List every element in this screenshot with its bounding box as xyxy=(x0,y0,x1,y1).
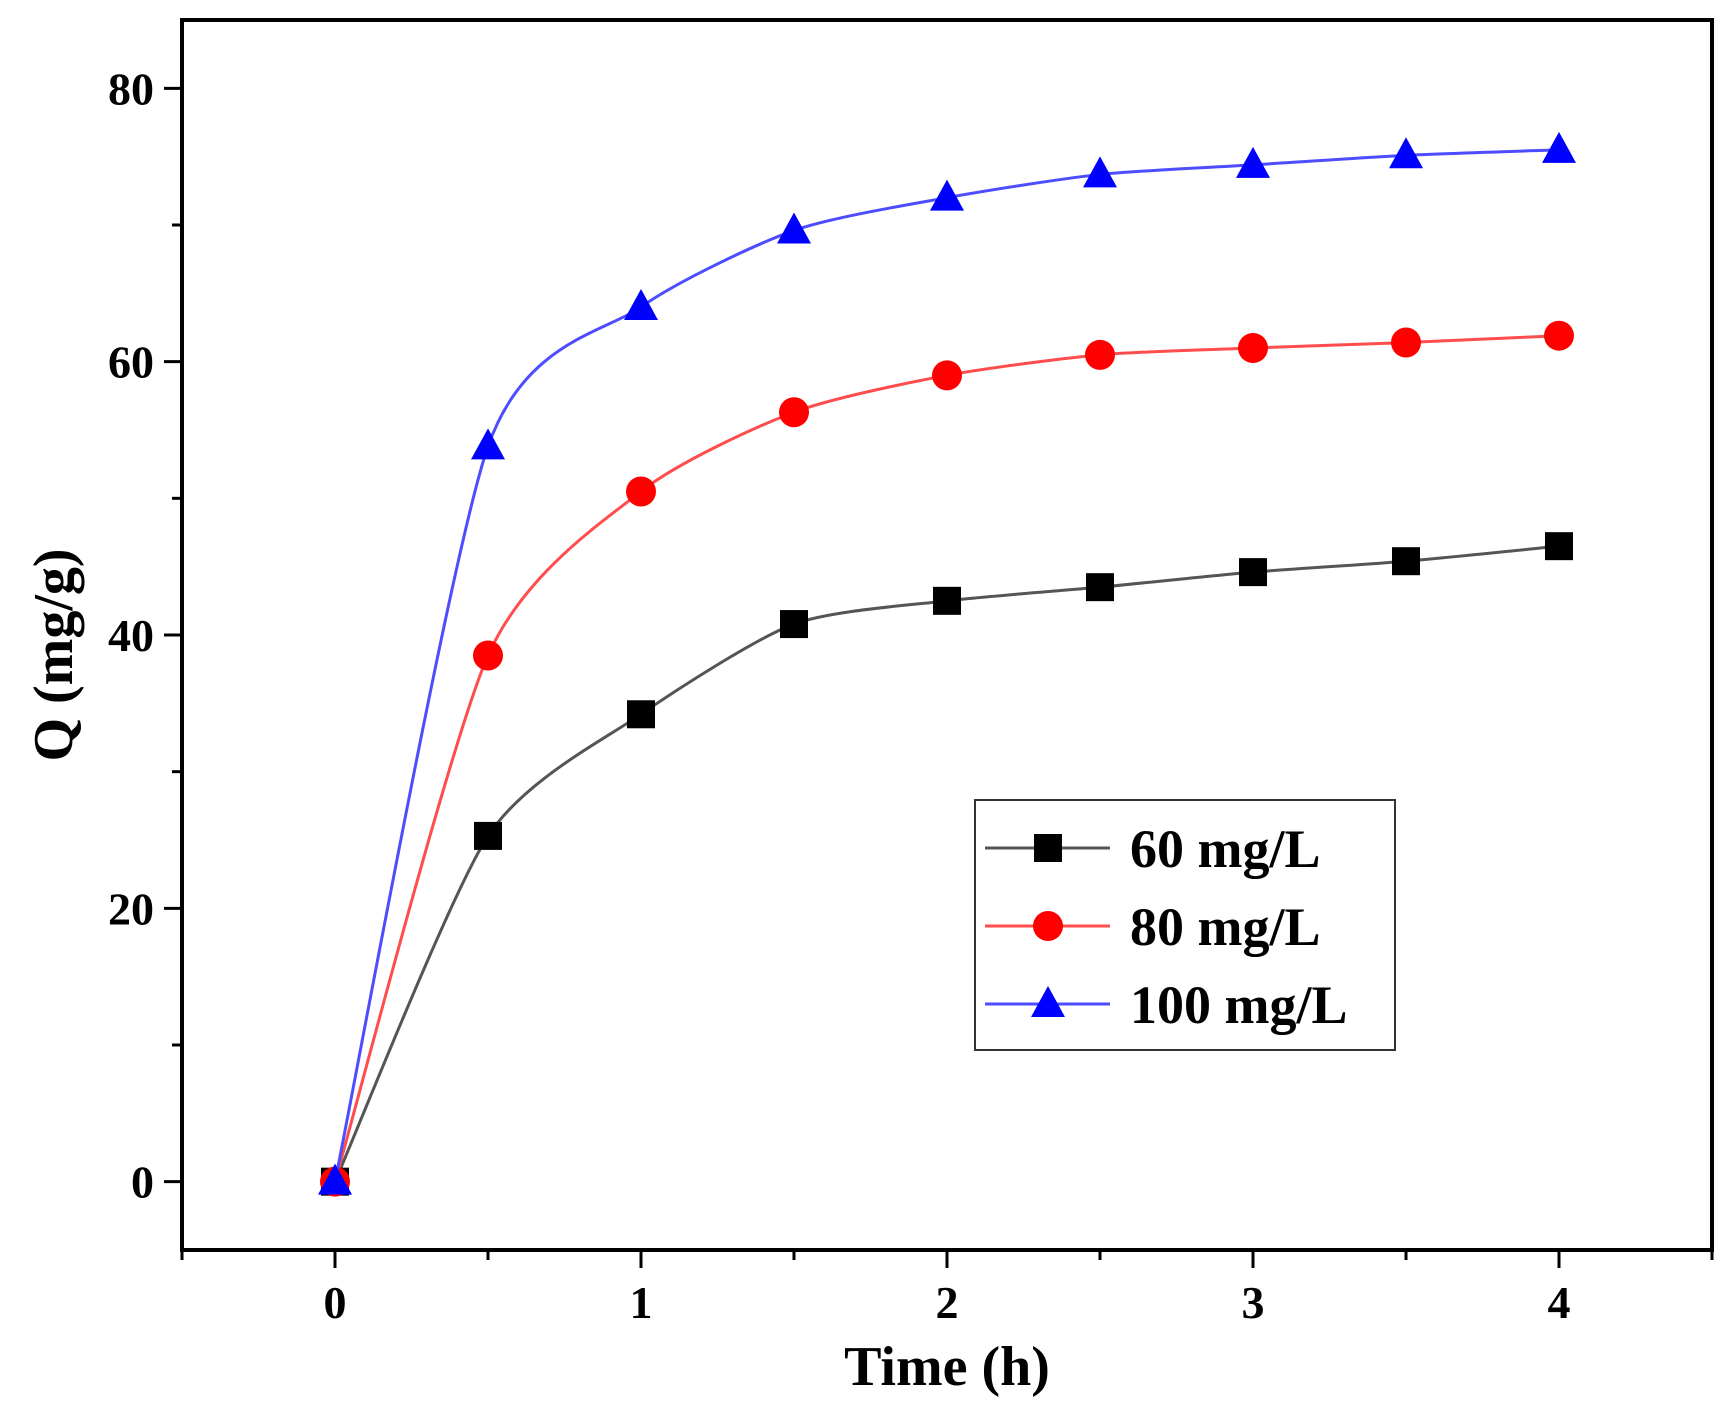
data-point xyxy=(626,476,656,507)
legend-marker xyxy=(1031,986,1065,1017)
data-point xyxy=(780,610,808,639)
series-line xyxy=(333,334,1560,1183)
data-point xyxy=(1542,131,1576,163)
series-layer xyxy=(318,131,1576,1197)
y-tick-label: 40 xyxy=(108,610,154,661)
data-point xyxy=(930,179,964,211)
data-point xyxy=(1391,327,1421,358)
series-line xyxy=(333,148,1560,1182)
x-axis-title: Time (h) xyxy=(844,1336,1050,1398)
x-tick-label: 2 xyxy=(936,1277,959,1328)
legend-marker xyxy=(1033,911,1063,941)
x-tick-label: 1 xyxy=(630,1277,653,1328)
y-tick-label: 20 xyxy=(108,883,154,934)
x-tick-label: 0 xyxy=(324,1277,347,1328)
y-tick-label: 60 xyxy=(108,337,154,388)
data-point xyxy=(473,640,503,671)
y-axis-ticks: 0 20 40 60 80 xyxy=(108,63,182,1208)
data-point xyxy=(1392,547,1420,576)
x-axis-ticks: 0 1 2 3 4 xyxy=(180,1250,1714,1328)
legend-label: 60 mg/L xyxy=(1130,819,1321,879)
data-point xyxy=(471,428,505,460)
data-point xyxy=(932,360,962,391)
data-point xyxy=(627,700,655,729)
y-tick-label: 80 xyxy=(108,63,154,114)
data-point xyxy=(1236,146,1270,178)
data-point xyxy=(474,821,502,850)
data-point xyxy=(1086,573,1114,602)
data-point xyxy=(777,212,811,244)
series-100-mg-l xyxy=(318,131,1576,1195)
legend-label: 80 mg/L xyxy=(1130,897,1321,957)
x-tick-label: 4 xyxy=(1548,1277,1571,1328)
legend-marker xyxy=(1034,834,1062,862)
legend-item: 100 mg/L xyxy=(985,975,1348,1035)
data-point xyxy=(1545,532,1573,561)
data-point xyxy=(1544,320,1574,351)
series-80-mg-l xyxy=(320,320,1574,1197)
legend-item: 80 mg/L xyxy=(985,897,1321,957)
legend: 60 mg/L 80 mg/L 100 mg/L xyxy=(974,799,1396,1051)
legend-label: 100 mg/L xyxy=(1130,975,1348,1035)
data-point xyxy=(318,1163,352,1195)
data-point xyxy=(1238,333,1268,363)
data-point xyxy=(1083,156,1117,188)
data-point xyxy=(779,397,809,428)
x-tick-label: 3 xyxy=(1242,1277,1265,1328)
legend-item: 60 mg/L xyxy=(985,819,1321,879)
y-axis-title: Q (mg/g) xyxy=(23,548,85,761)
data-point xyxy=(624,289,658,320)
data-point xyxy=(1239,558,1267,587)
y-tick-label: 0 xyxy=(131,1157,154,1208)
data-point xyxy=(1085,339,1115,370)
data-point xyxy=(1389,137,1423,169)
legend-items: 60 mg/L 80 mg/L 100 mg/L xyxy=(985,819,1348,1035)
data-point xyxy=(933,586,961,615)
